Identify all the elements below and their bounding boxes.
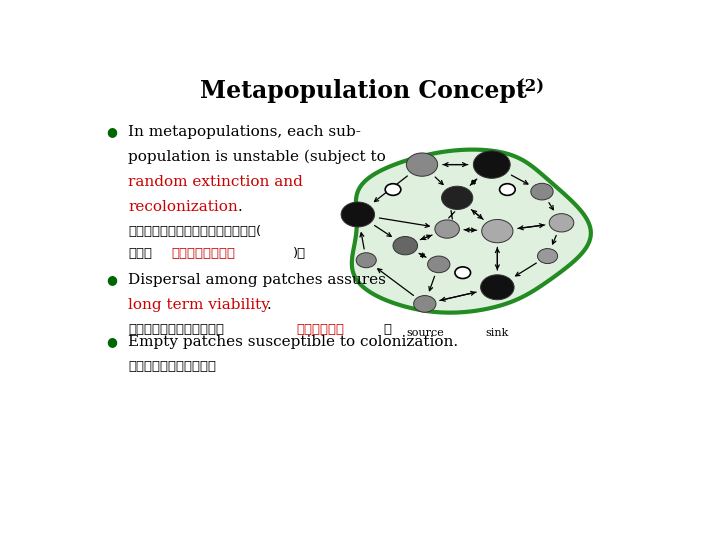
Circle shape: [341, 202, 374, 227]
Circle shape: [455, 267, 471, 279]
Circle shape: [435, 220, 459, 238]
Text: ●: ●: [107, 125, 117, 138]
Text: long term viability: long term viability: [128, 298, 270, 312]
Text: In metapopulations, each sub-: In metapopulations, each sub-: [128, 125, 361, 139]
Circle shape: [549, 214, 574, 232]
Polygon shape: [352, 150, 591, 313]
Text: Empty patches susceptible to colonization.: Empty patches susceptible to colonizatio…: [128, 335, 458, 349]
Text: (2): (2): [511, 78, 544, 95]
Circle shape: [356, 253, 377, 268]
Circle shape: [385, 184, 401, 195]
Circle shape: [413, 295, 436, 312]
Circle shape: [482, 219, 513, 243]
Text: sink: sink: [486, 328, 509, 338]
Text: ●: ●: [107, 335, 117, 348]
Text: .: .: [238, 200, 242, 214]
Text: 空的綴塊可以移入定殖。: 空的綴塊可以移入定殖。: [128, 360, 216, 373]
Text: Dispersal among patches assures: Dispersal among patches assures: [128, 273, 386, 287]
Circle shape: [500, 184, 516, 195]
Text: source: source: [406, 328, 444, 338]
Circle shape: [531, 183, 553, 200]
Circle shape: [406, 153, 438, 176]
Text: Metapopulation Concept: Metapopulation Concept: [200, 79, 527, 103]
Circle shape: [538, 248, 557, 264]
Text: 綴塊之間的遷移擴散，保證: 綴塊之間的遷移擴散，保證: [128, 322, 224, 335]
Text: recolonization: recolonization: [128, 200, 238, 214]
Circle shape: [473, 151, 510, 178]
Circle shape: [393, 237, 418, 255]
Text: .: .: [266, 298, 271, 312]
Text: 隨機滅絕與再定殖: 隨機滅絕與再定殖: [171, 247, 235, 260]
Circle shape: [441, 186, 473, 210]
Text: )。: )。: [293, 247, 306, 260]
Text: population is unstable (subject to: population is unstable (subject to: [128, 150, 386, 164]
Text: ●: ●: [107, 273, 117, 286]
Text: 受制於: 受制於: [128, 247, 152, 260]
Text: 在複合族群中，每個子族群是不穩定(: 在複合族群中，每個子族群是不穩定(: [128, 225, 261, 238]
Text: 。: 。: [383, 322, 391, 335]
Circle shape: [428, 256, 450, 273]
Circle shape: [481, 275, 514, 300]
Text: random extinction and: random extinction and: [128, 175, 303, 189]
Text: 長期的生存性: 長期的生存性: [297, 322, 344, 335]
